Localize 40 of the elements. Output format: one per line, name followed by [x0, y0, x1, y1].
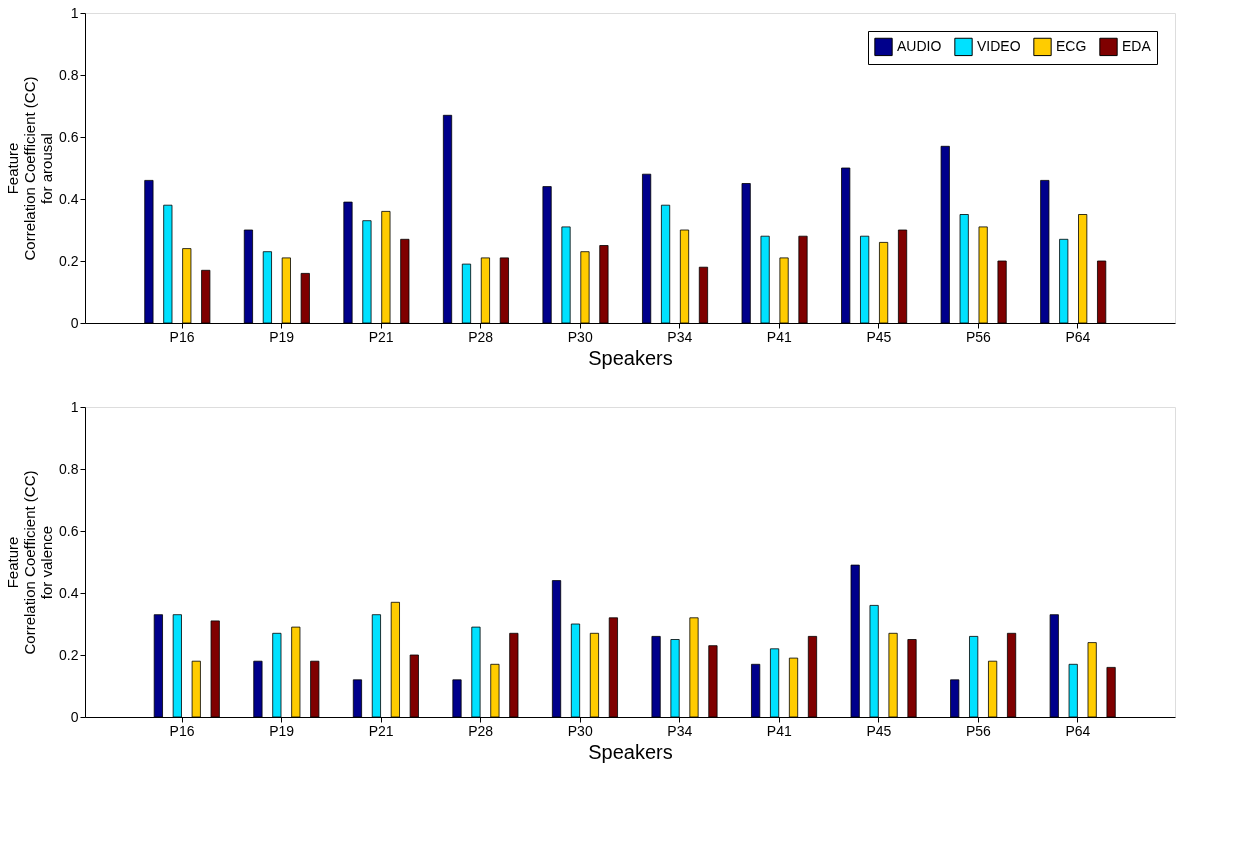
- x-tick-label: P30: [567, 722, 593, 739]
- x-tick-label: P34: [667, 722, 693, 739]
- x-axis-title: Speakers: [588, 346, 673, 369]
- x-tick-label: P64: [1065, 328, 1091, 345]
- x-tick-label: P45: [866, 722, 892, 739]
- y-tick-label: 0.2: [59, 252, 79, 269]
- x-tick-label: P56: [965, 722, 992, 739]
- x-tick-label: P41: [766, 722, 792, 739]
- y-tick-label: 0.4: [59, 190, 79, 207]
- y-tick-label: 0.8: [59, 460, 79, 477]
- y-axis-title: Feature Correlation Coefficient (CC) for valence: [4, 470, 56, 655]
- y-axis-title: Feature Correlation Coefficient (CC) for arousal: [4, 76, 56, 261]
- legend-label: AUDIO: [897, 37, 942, 54]
- legend-label: VIDEO: [977, 37, 1021, 54]
- x-tick-label: P16: [169, 328, 195, 345]
- x-tick-label: P28: [468, 328, 494, 345]
- x-tick-label: P28: [468, 722, 494, 739]
- y-tick-label: 0.8: [59, 66, 79, 83]
- y-tick-label: 0.6: [59, 522, 79, 539]
- x-tick-label: P30: [567, 328, 593, 345]
- x-tick-label: P21: [368, 328, 394, 345]
- x-tick-label: P56: [965, 328, 992, 345]
- x-tick-label: P19: [269, 328, 295, 345]
- x-tick-label: P45: [866, 328, 892, 345]
- y-tick-label: 0.4: [59, 584, 79, 601]
- y-tick-label: 0.6: [59, 128, 79, 145]
- x-tick-label: P34: [667, 328, 693, 345]
- y-tick-label: 0: [70, 708, 79, 725]
- x-tick-label: P64: [1065, 722, 1091, 739]
- y-tick-label: 0: [70, 314, 79, 331]
- legend-label: ECG: [1056, 37, 1087, 54]
- x-tick-label: P16: [169, 722, 195, 739]
- y-tick-label: 0.2: [59, 646, 79, 663]
- y-tick-label: 1: [70, 4, 79, 21]
- legend-label: EDA: [1122, 37, 1152, 54]
- x-tick-label: P19: [269, 722, 295, 739]
- x-tick-label: P21: [368, 722, 394, 739]
- x-axis-title: Speakers: [588, 740, 673, 763]
- y-tick-label: 1: [70, 398, 79, 415]
- x-tick-label: P41: [766, 328, 792, 345]
